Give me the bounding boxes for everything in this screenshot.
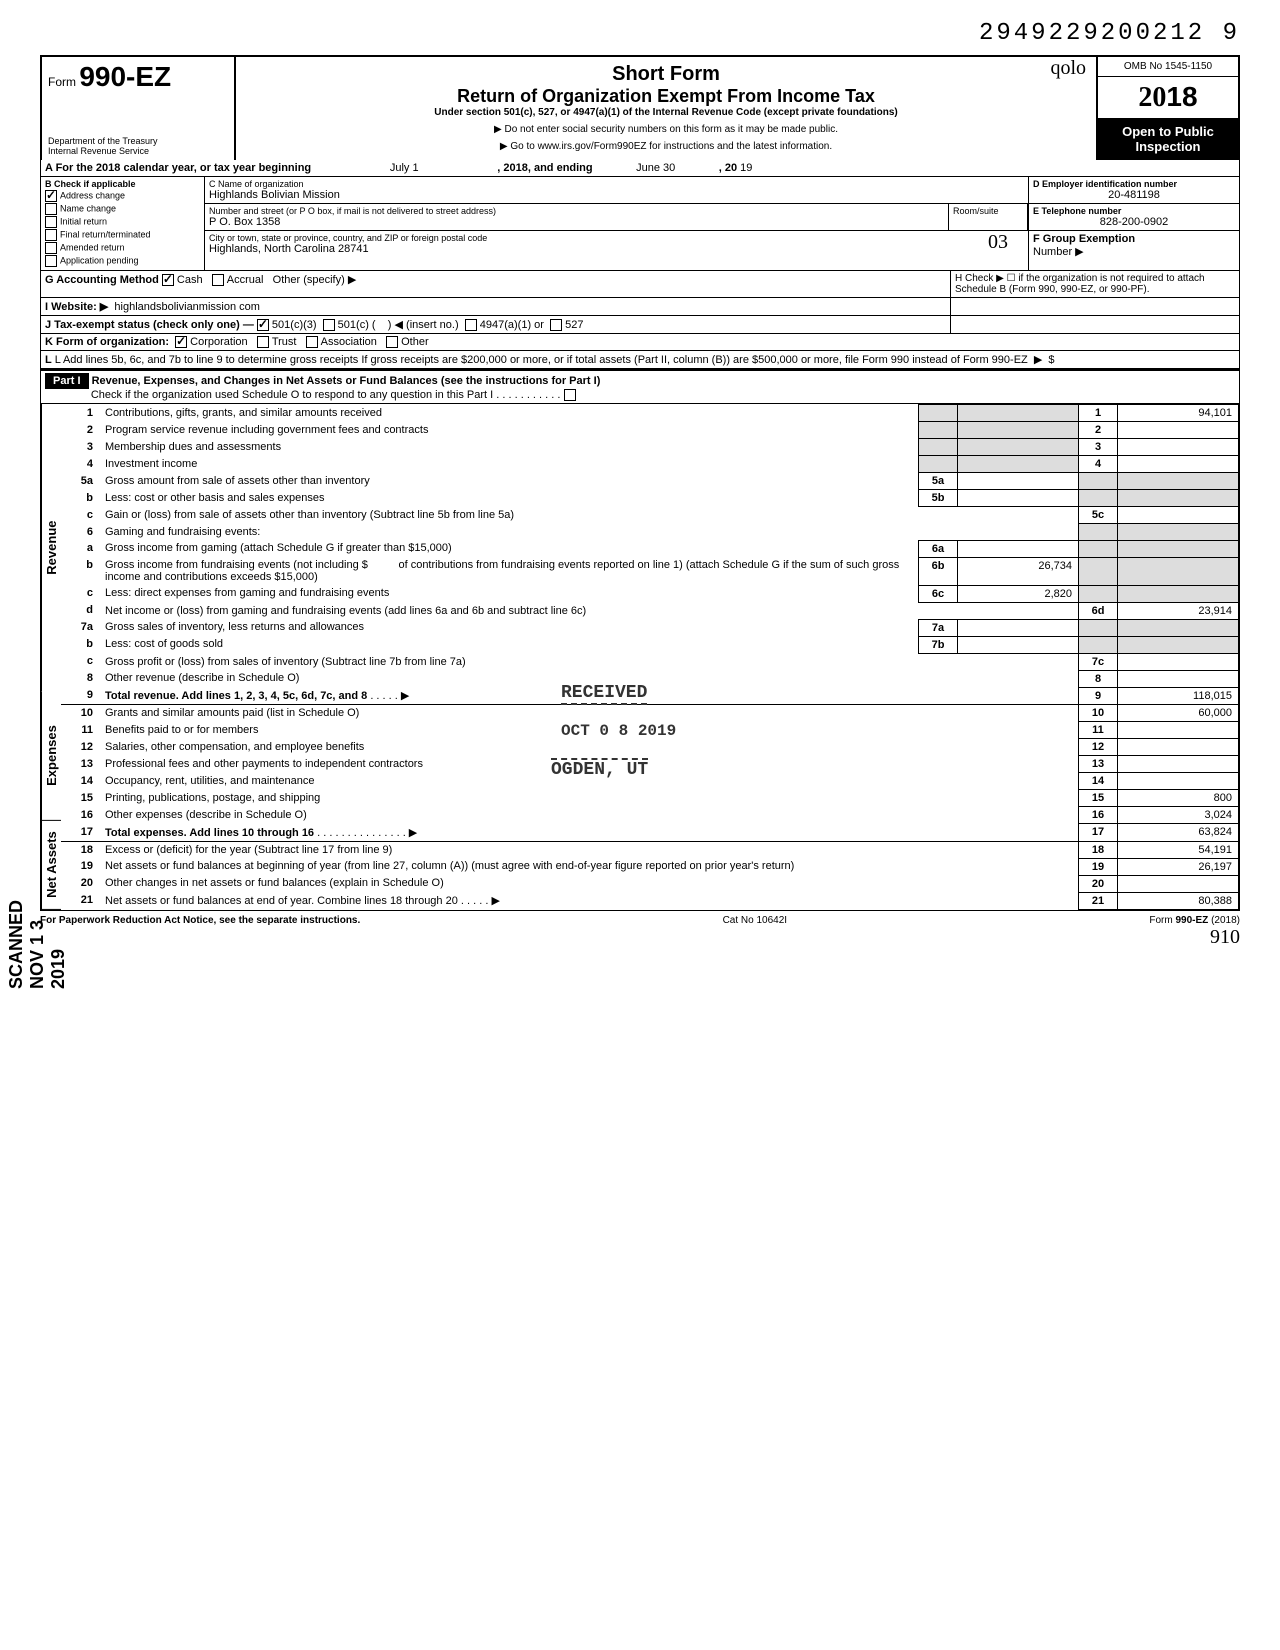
note-ssn: ▶ Do not enter social security numbers o… bbox=[246, 124, 1086, 135]
handwriting-03: 03 bbox=[988, 231, 1008, 254]
ein: 20-481198 bbox=[1033, 189, 1235, 201]
org-name: Highlands Bolivian Mission bbox=[209, 189, 1024, 201]
form-title: Return of Organization Exempt From Incom… bbox=[246, 86, 1086, 107]
cb-schedule-o[interactable] bbox=[564, 389, 576, 401]
omb-number: OMB No 1545-1150 bbox=[1098, 57, 1238, 77]
cb-4947[interactable] bbox=[465, 319, 477, 331]
cb-501c3[interactable] bbox=[257, 319, 269, 331]
line-l: L L Add lines 5b, 6c, and 7b to line 9 t… bbox=[40, 351, 1240, 369]
netassets-label: Net Assets bbox=[41, 821, 61, 910]
section-f-sub: Number ▶ bbox=[1033, 246, 1084, 258]
cb-cash[interactable] bbox=[162, 274, 174, 286]
line-k: K Form of organization: Corporation Trus… bbox=[40, 334, 1240, 351]
cb-trust[interactable] bbox=[257, 336, 269, 348]
cb-accrual[interactable] bbox=[212, 274, 224, 286]
line-j: J Tax-exempt status (check only one) — 5… bbox=[40, 316, 1240, 334]
section-c-label: C Name of organization bbox=[209, 179, 1024, 189]
org-city: Highlands, North Carolina 28741 bbox=[209, 243, 1024, 255]
handwriting-910: 910 bbox=[40, 926, 1240, 949]
note-url: ▶ Go to www.irs.gov/Form990EZ for instru… bbox=[246, 141, 1086, 152]
handwriting-qolo: qolo bbox=[1050, 57, 1086, 80]
room-suite-label: Room/suite bbox=[948, 204, 1028, 230]
cb-amended-return[interactable] bbox=[45, 242, 57, 254]
section-e-label: E Telephone number bbox=[1033, 206, 1235, 216]
identity-block: B Check if applicable Address change Nam… bbox=[40, 177, 1240, 271]
form-under: Under section 501(c), 527, or 4947(a)(1)… bbox=[246, 107, 1086, 118]
line-h: H Check ▶ ☐ if the organization is not r… bbox=[955, 273, 1205, 295]
cb-address-change[interactable] bbox=[45, 190, 57, 202]
revenue-label: Revenue bbox=[41, 404, 61, 692]
part1-header: Part I Revenue, Expenses, and Changes in… bbox=[40, 369, 1240, 404]
cb-assoc[interactable] bbox=[306, 336, 318, 348]
cb-application-pending[interactable] bbox=[45, 255, 57, 267]
tax-year: 20201818 bbox=[1098, 77, 1238, 118]
line-i: I Website: ▶ highlandsbolivianmission co… bbox=[40, 298, 1240, 316]
phone: 828-200-0902 bbox=[1033, 216, 1235, 228]
section-b-header: B Check if applicable bbox=[45, 179, 136, 189]
cb-527[interactable] bbox=[550, 319, 562, 331]
filing-number: 2949229200212 9 bbox=[40, 20, 1240, 47]
line-a: A For the 2018 calendar year, or tax yea… bbox=[40, 160, 1240, 177]
cb-other-org[interactable] bbox=[386, 336, 398, 348]
cb-name-change[interactable] bbox=[45, 203, 57, 215]
cb-final-return[interactable] bbox=[45, 229, 57, 241]
expenses-label: Expenses bbox=[41, 692, 61, 821]
org-address: P O. Box 1358 bbox=[209, 216, 944, 228]
form-number: Form 990-EZ bbox=[48, 61, 228, 93]
cb-corp[interactable] bbox=[175, 336, 187, 348]
website: highlandsbolivianmission com bbox=[114, 301, 260, 313]
dept-treasury: Department of the Treasury bbox=[48, 136, 228, 146]
open-public: Open to Public Inspection bbox=[1098, 118, 1238, 160]
lines-table: Revenue Expenses Net Assets 1Contributio… bbox=[40, 404, 1240, 911]
cb-501c[interactable] bbox=[323, 319, 335, 331]
addr-label: Number and street (or P O box, if mail i… bbox=[209, 206, 944, 216]
section-f-label: F Group Exemption bbox=[1033, 233, 1135, 245]
cb-initial-return[interactable] bbox=[45, 216, 57, 228]
stamp-scanned: SCANNED NOV 1 3 2019 bbox=[6, 900, 69, 989]
line-g-h: G Accounting Method Cash Accrual Other (… bbox=[40, 271, 1240, 298]
section-d-label: D Employer identification number bbox=[1033, 179, 1235, 189]
city-label: City or town, state or province, country… bbox=[209, 233, 1024, 243]
form-header: Form 990-EZ Department of the Treasury I… bbox=[40, 55, 1240, 160]
irs-label: Internal Revenue Service bbox=[48, 146, 228, 156]
short-form-label: Short Form bbox=[246, 63, 1086, 86]
footer: For Paperwork Reduction Act Notice, see … bbox=[40, 911, 1240, 926]
